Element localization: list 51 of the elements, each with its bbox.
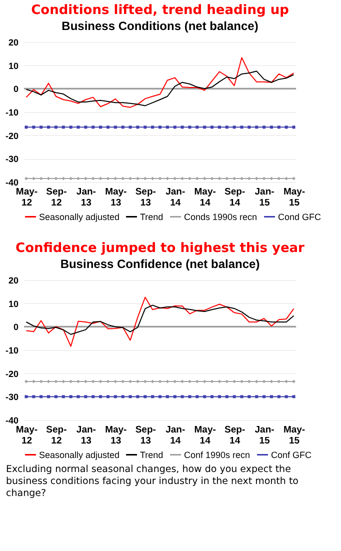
y-tick-label: 20 <box>8 38 18 48</box>
x-tick-label: May-13 <box>105 186 127 208</box>
x-tick-label: May-12 <box>16 186 38 208</box>
y-tick-label: 20 <box>8 276 18 286</box>
legend-label: Conf GFC <box>271 450 312 460</box>
x-tick-label: Jan-14 <box>166 186 186 208</box>
y-tick-label: -10 <box>5 108 18 118</box>
y-tick-label: -30 <box>5 392 18 402</box>
x-tick-label: May-12 <box>16 424 38 446</box>
y-tick-label: -10 <box>5 346 18 356</box>
y-tick-label: 10 <box>8 60 18 71</box>
line-series <box>26 70 294 106</box>
y-tick-label: 10 <box>8 298 18 309</box>
y-tick-label: 0 <box>13 322 18 332</box>
y-tick-label: -20 <box>5 130 18 141</box>
y-tick-label: -20 <box>5 368 18 379</box>
legend-label: Seasonally adjusted <box>39 212 120 222</box>
line-series <box>26 296 294 347</box>
x-tick-label: May-15 <box>283 186 306 208</box>
line-series <box>26 57 294 108</box>
chart-subtitle: Business Confidence (net balance) <box>60 257 260 271</box>
x-tick-label: Jan-15 <box>254 424 274 446</box>
legend-label: Trend <box>140 212 164 222</box>
line-series <box>26 304 294 335</box>
x-tick-label: Jan-14 <box>166 424 186 446</box>
x-tick-label: Sep-12 <box>46 186 67 208</box>
x-tick-label: Jan-13 <box>76 424 96 446</box>
x-tick-label: Sep-14 <box>224 186 246 208</box>
x-tick-label: May-14 <box>194 424 216 446</box>
x-tick-label: Sep-14 <box>224 424 246 446</box>
x-tick-label: May-14 <box>194 186 216 208</box>
y-tick-label: 0 <box>13 84 18 94</box>
x-tick-label: Sep-12 <box>46 424 67 446</box>
chart-subtitle: Business Conditions (net balance) <box>62 19 258 33</box>
legend-label: Seasonally adjusted <box>39 450 120 460</box>
chart-title: Conditions lifted, trend heading up <box>31 3 289 18</box>
y-tick-label: -40 <box>5 416 18 426</box>
text: Excluding normal seasonal changes, how do you expect the business conditions facing your industry in the next month to change? <box>5 463 300 500</box>
legend-label: Conds 1990s recn <box>184 212 258 222</box>
x-tick-label: Jan-13 <box>76 186 96 208</box>
x-tick-label: Sep-13 <box>135 424 156 446</box>
legend-label: Trend <box>140 450 164 460</box>
legend-label: Conf 1990s recn <box>184 450 250 460</box>
chart-title: Confidence jumped to highest this year <box>16 241 306 256</box>
y-tick-label: -40 <box>5 178 18 188</box>
y-tick-label: -30 <box>5 154 18 164</box>
x-tick-label: May-15 <box>283 424 306 446</box>
x-tick-label: Jan-15 <box>254 186 274 208</box>
x-tick-label: May-13 <box>105 424 127 446</box>
x-tick-label: Sep-13 <box>135 186 156 208</box>
legend-label: Cond GFC <box>278 212 322 222</box>
